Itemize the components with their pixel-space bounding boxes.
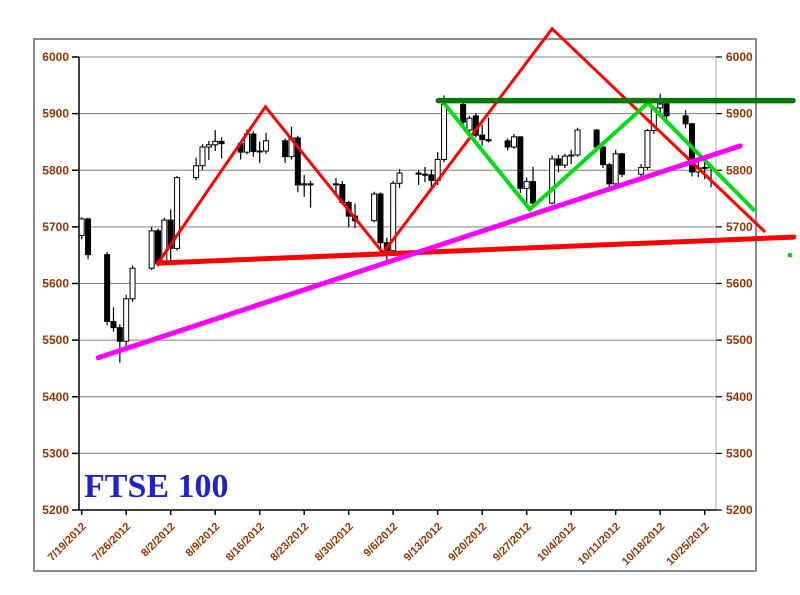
candle-up — [174, 177, 181, 249]
candle-down — [682, 115, 689, 125]
candle-down — [415, 172, 422, 175]
candle-down — [485, 139, 492, 142]
candle-up — [148, 230, 155, 269]
candle-up — [701, 166, 708, 169]
candle-up — [574, 129, 581, 156]
x-axis-label: 9/6/2012 — [362, 521, 401, 560]
y-axis-label-right: 5800 — [726, 163, 753, 177]
candle-up — [256, 150, 263, 153]
x-axis-label: 8/23/2012 — [268, 521, 311, 564]
candle-down — [104, 254, 111, 322]
candle-down — [606, 164, 613, 185]
y-axis-label-left: 5300 — [42, 446, 69, 460]
magenta-rising-trendline — [95, 143, 743, 361]
x-axis-label: 9/13/2012 — [402, 521, 445, 564]
candle-up — [561, 155, 568, 166]
y-axis-label-left: 5800 — [42, 163, 69, 177]
x-axis-label: 8/2/2012 — [139, 521, 178, 560]
candle-down — [663, 103, 670, 117]
candle-up — [205, 144, 212, 148]
candle-up — [396, 172, 403, 184]
candle-down — [530, 181, 537, 204]
candle-down — [218, 140, 225, 145]
candle-down — [555, 158, 562, 166]
x-axis-label: 10/25/2012 — [664, 521, 711, 568]
candle-down — [619, 153, 626, 175]
y-axis-label-right: 5600 — [726, 277, 753, 291]
chart-title: FTSE 100 — [84, 468, 229, 505]
y-axis-label-left: 5200 — [42, 503, 69, 517]
candle-up — [123, 298, 130, 342]
x-axis-label: 9/27/2012 — [491, 521, 534, 564]
candle-down — [85, 218, 92, 256]
candle-down — [460, 104, 467, 123]
candle-down — [332, 183, 339, 186]
y-axis-label-right: 6000 — [726, 50, 753, 64]
x-axis-label: 10/11/2012 — [576, 521, 623, 568]
chart-window-border — [33, 38, 757, 572]
candle-up — [263, 140, 270, 152]
x-axis-label: 10/4/2012 — [535, 521, 578, 564]
candle-up — [568, 154, 575, 157]
candle-down — [116, 327, 123, 342]
y-axis-label-left: 5700 — [42, 220, 69, 234]
candle-up — [307, 183, 314, 186]
candle-down — [377, 193, 384, 244]
candle-up — [371, 193, 378, 222]
candle-down — [504, 140, 511, 148]
candle-down — [593, 129, 600, 148]
candle-up — [466, 117, 473, 131]
candle-up — [657, 103, 664, 109]
candle-down — [428, 174, 435, 181]
candle-up — [638, 166, 645, 175]
candle-up — [193, 165, 200, 179]
candle-up — [78, 218, 85, 236]
candle-up — [390, 182, 397, 252]
y-axis-label-right: 5400 — [726, 390, 753, 404]
rising-support-trendline-thick-red — [155, 234, 797, 266]
x-axis-label: 8/9/2012 — [184, 521, 223, 560]
x-axis-label: 8/16/2012 — [224, 521, 267, 564]
candle-down — [282, 140, 289, 158]
candle-down — [421, 173, 428, 176]
x-axis-label: 7/19/2012 — [46, 521, 89, 564]
candle-down — [110, 320, 117, 329]
candle-down — [294, 137, 301, 186]
candle-up — [510, 136, 517, 148]
y-axis-label-right: 5500 — [726, 333, 753, 347]
y-axis-label-left: 5400 — [42, 390, 69, 404]
y-axis-label-right: 5300 — [726, 446, 753, 460]
candle-up — [549, 158, 556, 204]
y-axis-label-left: 5900 — [42, 107, 69, 121]
candle-up — [523, 181, 530, 189]
y-axis-label-left: 5600 — [42, 277, 69, 291]
candle-down — [479, 134, 486, 141]
candle-up — [441, 104, 448, 160]
candle-down — [167, 219, 174, 249]
candle-down — [599, 146, 606, 166]
y-axis-label-right: 5900 — [726, 107, 753, 121]
y-axis-label-left: 5500 — [42, 333, 69, 347]
x-axis-label: 10/18/2012 — [620, 521, 667, 568]
candle-up — [199, 146, 206, 167]
y-axis-label-right: 5200 — [726, 503, 753, 517]
x-axis-label: 9/20/2012 — [446, 521, 489, 564]
candle-up — [212, 140, 219, 146]
green-dot-marker — [787, 253, 792, 258]
candle-up — [129, 267, 136, 300]
y-axis-label-right: 5700 — [726, 220, 753, 234]
candle-up — [612, 153, 619, 185]
candle-up — [644, 130, 651, 168]
candle-up — [301, 183, 308, 186]
x-axis-label: 7/26/2012 — [90, 521, 133, 564]
y-axis-label-left: 6000 — [42, 50, 69, 64]
x-axis-label: 8/30/2012 — [313, 521, 356, 564]
candle-down — [517, 136, 524, 189]
candle-down — [250, 133, 257, 153]
